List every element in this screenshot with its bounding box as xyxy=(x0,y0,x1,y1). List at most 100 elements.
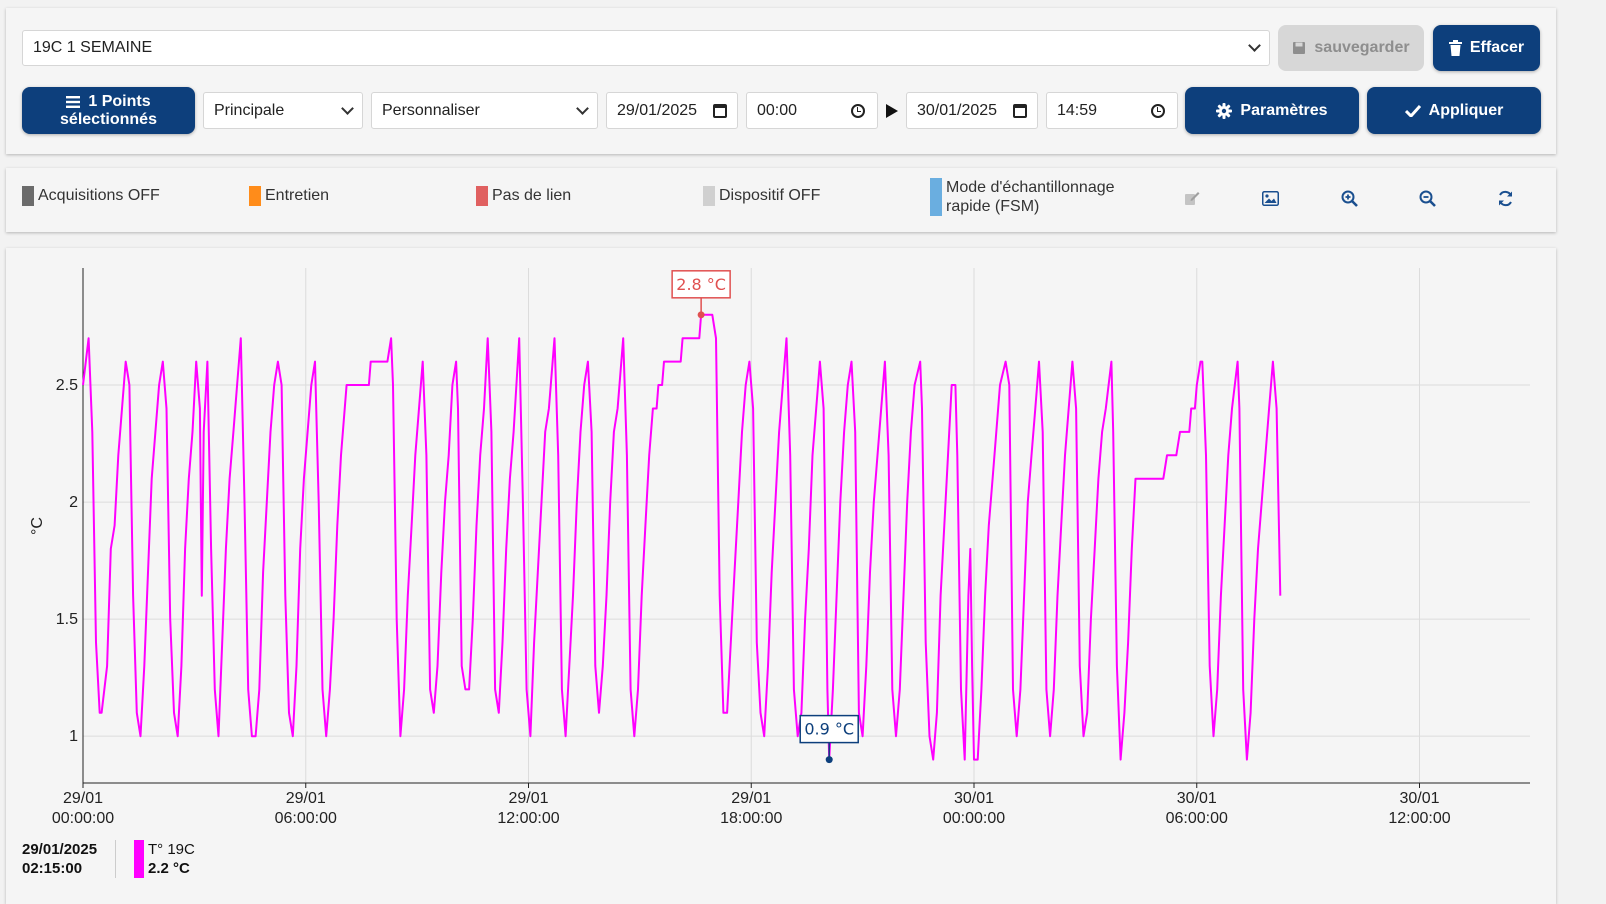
x-tick-date: 30/01 xyxy=(1399,790,1439,807)
start-date-input[interactable]: 29/01/2025 xyxy=(606,92,738,129)
toolbar-panel: 19C 1 SEMAINE sauvegarder Effacer 1 Poin… xyxy=(6,8,1556,154)
legend-entretien: Entretien xyxy=(249,186,329,206)
check-icon xyxy=(1404,104,1421,117)
legend-swatch xyxy=(22,186,34,206)
chevron-down-icon xyxy=(1248,39,1261,52)
chevron-down-icon xyxy=(341,101,354,115)
clock-icon[interactable] xyxy=(1151,103,1165,118)
legend-label: Dispositif OFF xyxy=(719,187,821,204)
settings-button[interactable]: Paramètres xyxy=(1185,87,1359,134)
min-annotation-point xyxy=(825,756,833,764)
zoom-out-icon[interactable] xyxy=(1415,186,1439,210)
gear-icon xyxy=(1216,102,1233,119)
x-tick-date: 29/01 xyxy=(63,790,103,807)
min-annotation-label: 0.9 °C xyxy=(804,720,854,739)
edit-icon[interactable] xyxy=(1180,186,1204,210)
period-select-value: Personnaliser xyxy=(382,101,480,119)
legend-swatch xyxy=(930,178,942,216)
x-tick-time: 06:00:00 xyxy=(275,810,337,827)
start-date-value: 29/01/2025 xyxy=(617,101,698,119)
y-axis-label: °C xyxy=(29,517,46,535)
image-icon[interactable] xyxy=(1258,186,1282,210)
x-tick-date: 30/01 xyxy=(954,790,994,807)
x-tick-date: 30/01 xyxy=(1177,790,1217,807)
clear-button-label: Effacer xyxy=(1469,39,1525,56)
legend-swatch xyxy=(249,186,261,206)
max-annotation-point xyxy=(697,311,705,319)
x-tick-time: 00:00:00 xyxy=(52,810,114,827)
legend-swatch xyxy=(476,186,488,206)
y-tick-label: 2.5 xyxy=(56,377,78,394)
legend-label: Pas de lien xyxy=(492,187,572,204)
hover-series-name: T° 19C xyxy=(148,841,195,858)
x-tick-date: 29/01 xyxy=(508,790,548,807)
trash-icon xyxy=(1448,40,1462,56)
list-icon xyxy=(66,95,81,108)
min-annotation-box xyxy=(799,714,859,744)
save-icon xyxy=(1293,42,1306,54)
selected-points-line2: sélectionnés xyxy=(60,110,157,128)
chart-annotations: 2.8 °C 0.9 °C xyxy=(671,270,859,764)
selected-points-line1: 1 Points xyxy=(66,93,151,111)
save-button[interactable]: sauvegarder xyxy=(1278,25,1424,71)
max-annotation-box xyxy=(671,270,731,299)
axis-select-value: Principale xyxy=(214,101,285,119)
period-select[interactable]: Personnaliser xyxy=(371,92,598,129)
legend-swatch xyxy=(703,186,715,206)
chart-grid xyxy=(83,268,1530,783)
hover-time: 02:15:00 xyxy=(22,860,83,877)
end-time-input[interactable]: 14:59 xyxy=(1046,92,1178,129)
x-tick-time: 06:00:00 xyxy=(1166,810,1228,827)
status-legend-panel: Acquisitions OFF Entretien Pas de lien D… xyxy=(6,168,1556,232)
hover-series-value: 2.2 °C xyxy=(148,860,190,877)
zoom-in-icon[interactable] xyxy=(1337,186,1361,210)
end-date-value: 30/01/2025 xyxy=(917,101,998,119)
legend-label-block: Mode d'échantillonnage rapide (FSM) xyxy=(946,178,1115,216)
y-tick-label: 1 xyxy=(69,728,78,745)
legend-pas-de-lien: Pas de lien xyxy=(476,186,571,206)
clear-button[interactable]: Effacer xyxy=(1433,25,1540,71)
end-time-value: 14:59 xyxy=(1057,101,1098,119)
temperature-chart[interactable]: 11.522.5 29/0100:00:0029/0106:00:0029/01… xyxy=(6,248,1556,838)
chart-panel: 1 1.5 2 2.5 29/01 00:00:00 29/01 06:00:00 29/01… xyxy=(6,248,1556,904)
chevron-down-icon xyxy=(576,101,589,115)
y-axis-ticks: 1 1.5 2 2.5 xyxy=(56,377,78,745)
calendar-icon[interactable] xyxy=(1013,103,1027,118)
x-tick-time: 00:00:00 xyxy=(943,810,1005,827)
apply-button[interactable]: Appliquer xyxy=(1367,87,1541,134)
selected-points-button[interactable]: 1 Points sélectionnés xyxy=(22,87,195,134)
hover-readout-datetime: 29/01/2025 02:15:00 xyxy=(22,840,97,878)
start-time-value: 00:00 xyxy=(757,101,798,119)
legend-fsm: Mode d'échantillonnage rapide (FSM) xyxy=(930,178,1115,216)
apply-button-label: Appliquer xyxy=(1428,101,1504,119)
legend-dispositif-off: Dispositif OFF xyxy=(703,186,820,206)
settings-button-label: Paramètres xyxy=(1240,101,1328,119)
x-tick-time: 18:00:00 xyxy=(720,810,782,827)
arrow-right-icon xyxy=(886,104,898,118)
save-button-label: sauvegarder xyxy=(1314,39,1410,56)
hover-readout-series: T° 19C 2.2 °C xyxy=(148,840,195,878)
legend-label: Acquisitions OFF xyxy=(38,187,160,204)
series-line-t19c[interactable] xyxy=(82,313,1282,761)
x-tick-date: 29/01 xyxy=(286,790,326,807)
calendar-icon[interactable] xyxy=(713,103,727,118)
legend-label: Entretien xyxy=(265,187,330,204)
readout-divider xyxy=(115,840,116,878)
max-annotation-label: 2.8 °C xyxy=(676,275,726,294)
hover-date: 29/01/2025 xyxy=(22,841,98,858)
series-color-swatch xyxy=(134,840,144,878)
end-date-input[interactable]: 30/01/2025 xyxy=(906,92,1038,129)
legend-acquisitions-off: Acquisitions OFF xyxy=(22,186,160,206)
y-tick-label: 1.5 xyxy=(56,611,78,628)
start-time-input[interactable]: 00:00 xyxy=(746,92,878,129)
x-tick-date: 29/01 xyxy=(731,790,771,807)
refresh-icon[interactable] xyxy=(1493,186,1517,210)
x-axis-ticks: 29/01 00:00:00 29/01 06:00:00 29/01 12:00:00 2… xyxy=(52,783,1451,827)
y-tick-label: 2 xyxy=(69,494,78,511)
x-tick-time: 12:00:00 xyxy=(497,810,559,827)
clock-icon[interactable] xyxy=(851,103,865,118)
axis-select[interactable]: Principale xyxy=(203,92,363,129)
legend-label-line2: rapide (FSM) xyxy=(946,198,1040,215)
preset-select[interactable]: 19C 1 SEMAINE xyxy=(22,30,1270,66)
x-tick-time: 12:00:00 xyxy=(1388,810,1450,827)
